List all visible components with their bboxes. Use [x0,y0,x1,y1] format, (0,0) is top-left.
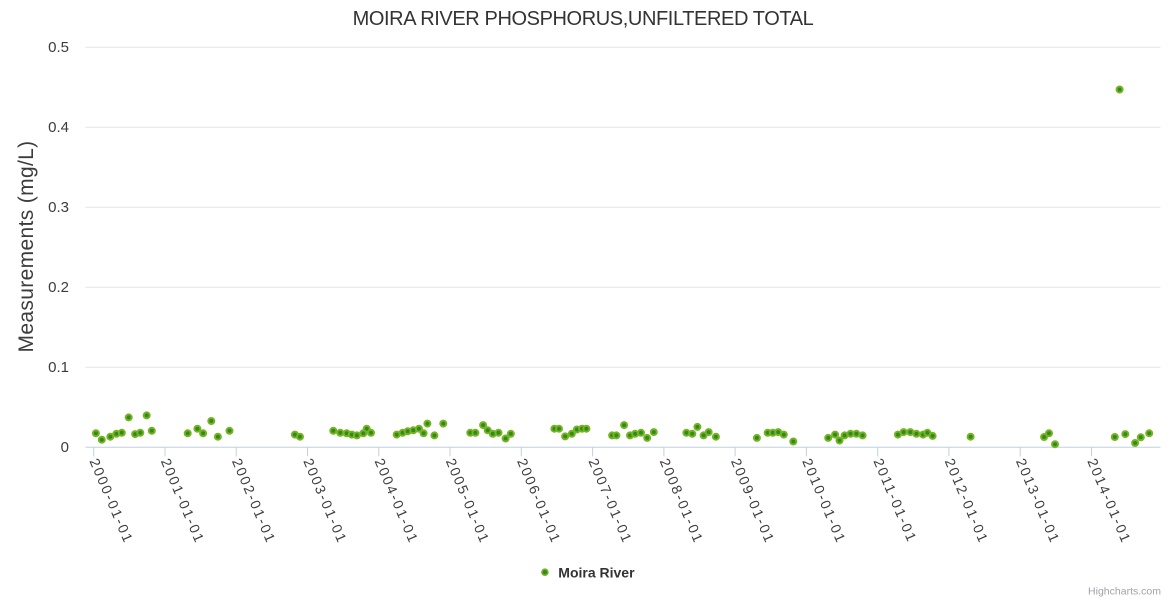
svg-text:Measurements (mg/L): Measurements (mg/L) [15,140,38,352]
svg-text:0.2: 0.2 [48,279,69,296]
svg-text:0: 0 [61,439,69,456]
svg-text:Highcharts.com: Highcharts.com [1088,586,1161,598]
svg-text:Moira River: Moira River [558,564,635,580]
svg-text:0.4: 0.4 [48,119,69,136]
svg-text:0.1: 0.1 [48,359,69,376]
svg-text:0.5: 0.5 [48,39,69,56]
svg-text:0.3: 0.3 [48,199,69,216]
svg-text:MOIRA RIVER PHOSPHORUS,UNFILTE: MOIRA RIVER PHOSPHORUS,UNFILTERED TOTAL [353,8,814,30]
